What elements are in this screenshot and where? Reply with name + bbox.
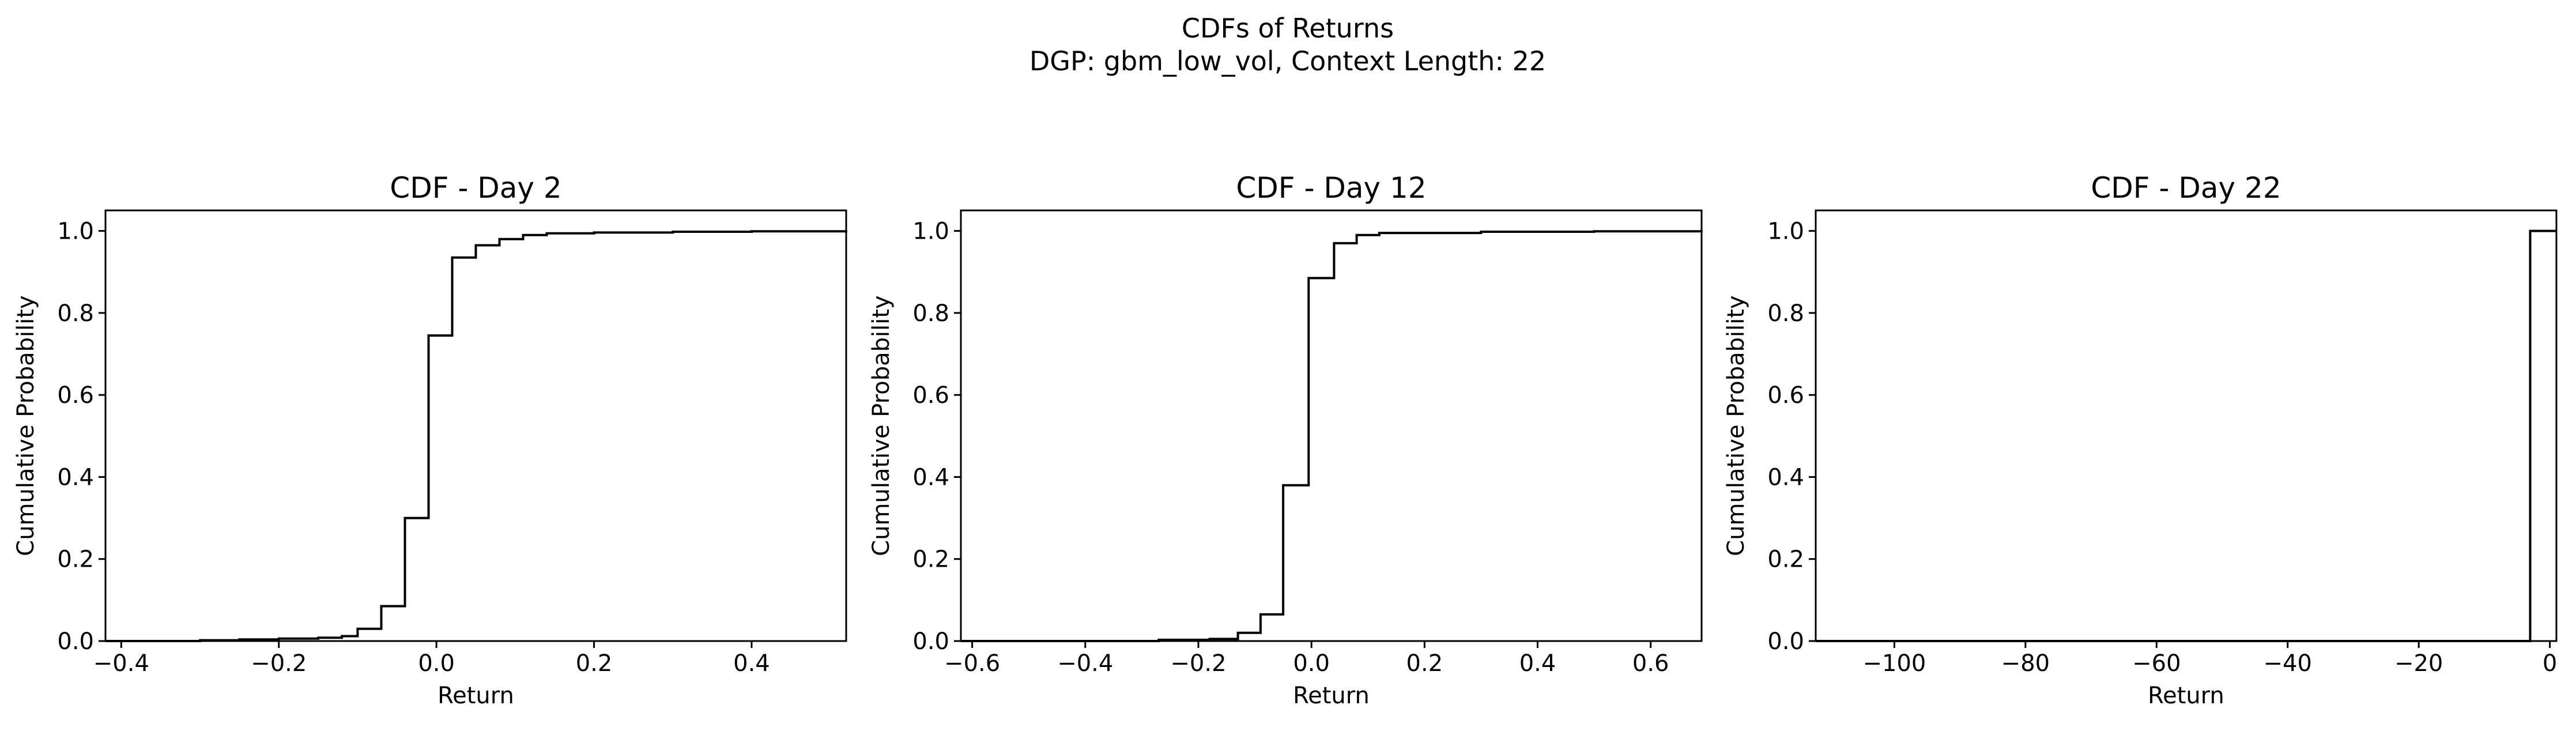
x-tick-label: 0.4: [733, 650, 770, 677]
x-tick-label: 0.6: [1632, 650, 1669, 677]
x-axis-label: Return: [437, 683, 514, 709]
y-tick-label: 0.2: [912, 546, 949, 573]
y-tick-label: 0.0: [57, 628, 94, 655]
cdf-panel-1: CDF - Day 2 −0.4 −0.2 0.0 0.2 0.4 0.0 0.2 0.4 0.6…: [13, 171, 847, 709]
y-axis-label: Cumulative Probability: [13, 295, 39, 556]
figure-title-line1: CDFs of Returns: [1182, 13, 1394, 44]
y-tick-label: 0.6: [1767, 382, 1804, 409]
x-tick-label: 0.2: [576, 650, 613, 677]
y-tick-label: 0.0: [1767, 628, 1804, 655]
x-tick-label: 0: [2543, 650, 2557, 677]
y-tick-label: 1.0: [57, 218, 94, 245]
x-axis-label: Return: [1293, 683, 1370, 709]
cdf-step-line: [1816, 229, 2556, 642]
y-tick-label: 0.0: [912, 628, 949, 655]
x-tick-label: −0.4: [1057, 650, 1113, 677]
panels: CDF - Day 2 −0.4 −0.2 0.0 0.2 0.4 0.0 0.2 0.4 0.6…: [13, 171, 2558, 709]
plot-frame: [104, 209, 847, 642]
x-tick-label: −0.6: [944, 650, 1000, 677]
y-tick-label: 1.0: [1767, 218, 1804, 245]
figure-title-line2: DGP: gbm_low_vol, Context Length: 22: [1029, 46, 1546, 77]
y-tick-label: 0.6: [912, 382, 949, 409]
x-tick-label: −0.2: [1170, 650, 1226, 677]
x-tick-label: 0.0: [1293, 650, 1330, 677]
y-axis-label: Cumulative Probability: [868, 295, 895, 556]
x-axis-label: Return: [2148, 683, 2224, 709]
x-tick-label: −0.4: [93, 650, 149, 677]
x-tick-label: −40: [2264, 650, 2312, 677]
panel-title: CDF - Day 2: [390, 171, 561, 205]
x-tick-label: 0.2: [1406, 650, 1443, 677]
x-tick-label: 0.4: [1519, 650, 1556, 677]
y-tick-label: 0.8: [57, 300, 94, 327]
x-tick-label: −60: [2132, 650, 2181, 677]
cdf-panel-2: CDF - Day 12 −0.6 −0.4 −0.2 0.0 0.2 0.4 0.6 0.0 0…: [868, 171, 1703, 709]
panel-title: CDF - Day 12: [1236, 171, 1426, 205]
y-tick-label: 1.0: [912, 218, 949, 245]
y-tick-label: 0.2: [57, 546, 94, 573]
y-tick-label: 0.8: [912, 300, 949, 327]
y-tick-label: 0.4: [1767, 464, 1804, 491]
y-tick-label: 0.8: [1767, 300, 1804, 327]
x-tick-label: −0.2: [251, 650, 307, 677]
plot-frame: [1815, 209, 2558, 642]
y-axis-label: Cumulative Probability: [1723, 295, 1749, 556]
y-tick-label: 0.4: [57, 464, 94, 491]
y-tick-label: 0.4: [912, 464, 949, 491]
plot-frame: [960, 209, 1703, 642]
cdf-panel-3: CDF - Day 22 −100 −80 −60 −40 −20 0 0.0 0.2 0.4 0.…: [1723, 171, 2558, 709]
cdf-step-line: [105, 230, 847, 642]
x-tick-label: 0.0: [418, 650, 455, 677]
cdf-step-line: [961, 230, 1703, 642]
y-tick-label: 0.2: [1767, 546, 1804, 573]
x-tick-label: −20: [2394, 650, 2443, 677]
y-tick-label: 0.6: [57, 382, 94, 409]
panel-title: CDF - Day 22: [2091, 171, 2281, 205]
x-tick-label: −100: [1863, 650, 1926, 677]
x-tick-label: −80: [2001, 650, 2050, 677]
